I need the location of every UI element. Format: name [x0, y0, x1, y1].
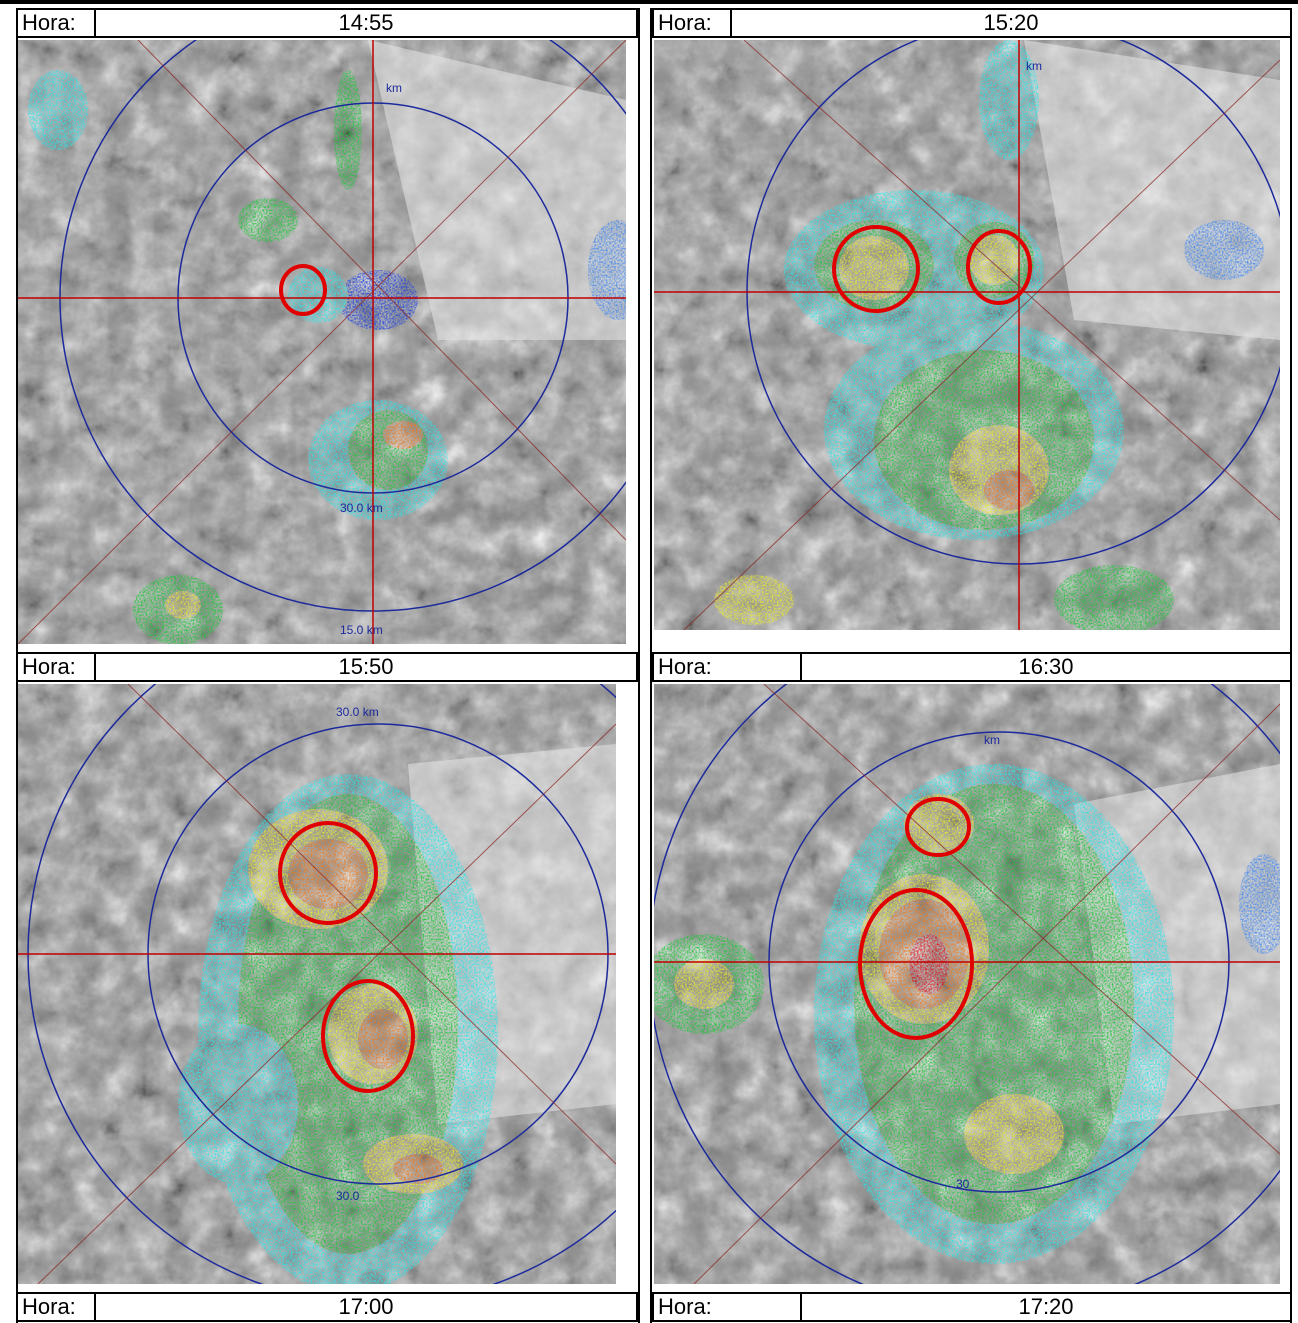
time-row: Hora: 15:20: [652, 8, 1292, 38]
hour-label: Hora:: [18, 1294, 96, 1320]
radar-map: km 30.0 km 15.0 km: [18, 40, 626, 644]
time-value: 14:55: [338, 10, 394, 35]
range-label: 30.0 km: [336, 705, 379, 719]
highlight-circle: [279, 264, 327, 316]
range-label: km: [1026, 59, 1042, 73]
range-label: 15.0 km: [340, 623, 383, 637]
highlight-circle: [966, 229, 1032, 305]
table-divider: [16, 8, 18, 1323]
azimuth-line: [37, 723, 616, 1284]
table-divider: [1290, 8, 1292, 1323]
highlight-circle: [858, 888, 974, 1040]
azimuth-line: [683, 59, 1280, 630]
time-row: Hora: 15:50: [16, 652, 638, 682]
range-label: 30.0: [336, 1189, 360, 1203]
highlight-circle: [321, 979, 415, 1093]
time-value: 17:20: [1018, 1294, 1074, 1319]
radar-map: km: [654, 40, 1280, 630]
time-row: Hora: 16:30: [652, 652, 1292, 682]
time-value: 15:20: [983, 10, 1039, 35]
table-divider: [650, 8, 652, 1323]
time-row: Hora: 14:55: [16, 8, 638, 38]
azimuth-line: [693, 703, 1280, 1284]
range-label: 30.0 km: [340, 501, 383, 515]
time-value: 16:30: [1018, 654, 1074, 679]
hour-label: Hora:: [654, 1294, 802, 1320]
hour-label: Hora:: [18, 654, 96, 680]
hour-label: Hora:: [654, 654, 802, 680]
time-value: 15:50: [338, 654, 394, 679]
range-label: km: [984, 733, 1000, 747]
highlight-circle: [278, 821, 378, 925]
highlight-circle: [905, 797, 971, 857]
terrain-valley: [368, 40, 626, 340]
hour-label: Hora:: [18, 10, 96, 36]
hour-label: Hora:: [654, 10, 732, 36]
radar-image: km: [654, 40, 1280, 630]
echo-cells: [178, 774, 498, 1284]
azimuth-line: [18, 40, 626, 644]
time-value: 17:00: [338, 1294, 394, 1319]
radar-image: 30.0 km 30.0: [18, 684, 616, 1284]
echo-cells: [28, 70, 626, 644]
echo-cells: [654, 764, 1280, 1264]
range-label: km: [386, 81, 402, 95]
azimuth-line: [743, 40, 1280, 521]
time-row: Hora: 17:00: [16, 1292, 638, 1322]
time-row: Hora: 17:20: [652, 1292, 1292, 1322]
azimuth-line: [127, 684, 616, 1165]
azimuth-line: [763, 684, 1280, 1155]
azimuth-line: [137, 40, 626, 541]
highlight-circle: [832, 225, 920, 313]
radar-map: km 30: [654, 684, 1280, 1284]
radar-image: km 30.0 km 15.0 km: [18, 40, 626, 644]
radar-map: 30.0 km 30.0: [18, 684, 616, 1284]
range-label: 30: [956, 1177, 970, 1191]
radar-image: km 30: [654, 684, 1280, 1284]
table-divider: [638, 8, 640, 1323]
